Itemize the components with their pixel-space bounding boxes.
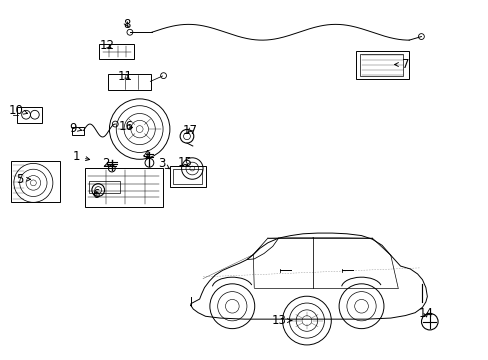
Text: 17: 17 [182,124,197,137]
Text: 12: 12 [99,39,114,52]
Text: 11: 11 [117,69,132,82]
Text: 3: 3 [158,157,169,170]
Text: 2: 2 [102,157,109,170]
Text: 14: 14 [418,307,432,320]
Text: 13: 13 [271,314,291,327]
Text: 8: 8 [122,18,130,31]
Text: 9: 9 [69,122,82,135]
Text: 10: 10 [9,104,27,117]
Text: 16: 16 [119,121,134,134]
Text: 5: 5 [17,173,30,186]
Text: 15: 15 [177,156,192,169]
Text: 6: 6 [92,188,100,201]
Text: 4: 4 [142,149,149,162]
Text: 7: 7 [394,58,408,71]
Text: 1: 1 [72,150,89,163]
